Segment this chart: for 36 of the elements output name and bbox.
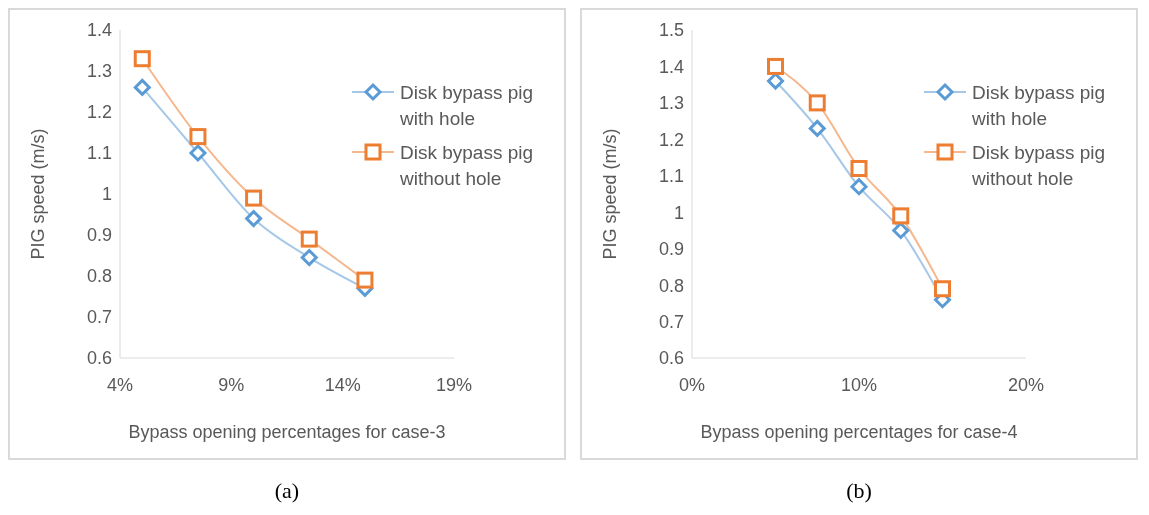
y-tick-label: 1 xyxy=(101,184,112,205)
y-tick-label: 1.1 xyxy=(86,143,112,164)
legend-label: Disk bypass pig with hole xyxy=(400,81,535,131)
y-tick-label: 1.4 xyxy=(86,20,112,41)
y-tick-label: 1.5 xyxy=(658,20,684,41)
y-tick-label: 1.1 xyxy=(658,166,684,187)
y-axis-title: PIG speed (m/s) xyxy=(600,128,621,260)
legend-label: Disk bypass pig without hole xyxy=(972,141,1107,191)
legend-label: Disk bypass pig with hole xyxy=(972,81,1107,131)
x-tick-label: 4% xyxy=(106,374,134,395)
y-tick-label: 0.7 xyxy=(658,311,684,332)
y-tick-label: 1.3 xyxy=(658,93,684,114)
x-axis-title: Bypass opening percentages for case-3 xyxy=(128,422,446,442)
y-tick-label: 0.8 xyxy=(86,266,112,287)
y-tick-label: 0.6 xyxy=(86,348,112,369)
y-tick-label: 0.8 xyxy=(658,275,684,296)
x-tick-label: 10% xyxy=(840,374,878,395)
x-tick-label: 14% xyxy=(324,374,361,395)
y-tick-label: 1 xyxy=(673,202,684,223)
y-tick-label: 1.2 xyxy=(658,129,684,150)
y-tick-label: 1.3 xyxy=(86,61,112,82)
y-tick-label: 0.6 xyxy=(658,348,684,369)
x-tick-label: 9% xyxy=(218,374,245,395)
text: (a) xyxy=(274,478,300,504)
y-tick-label: 1.2 xyxy=(86,102,112,123)
y-tick-label: 0.9 xyxy=(86,225,112,246)
x-axis-title: Bypass opening percentages for case-4 xyxy=(700,422,1018,442)
y-axis-title: PIG speed (m/s) xyxy=(28,128,49,260)
y-tick-label: 0.9 xyxy=(658,239,684,260)
x-tick-label: 19% xyxy=(435,374,473,395)
x-tick-label: 20% xyxy=(1007,374,1045,395)
legend-label: Disk bypass pig without hole xyxy=(400,141,535,191)
y-tick-label: 1.4 xyxy=(658,56,684,77)
y-tick-label: 0.7 xyxy=(86,307,112,328)
text: (b) xyxy=(846,478,872,504)
x-tick-label: 0% xyxy=(678,374,706,395)
